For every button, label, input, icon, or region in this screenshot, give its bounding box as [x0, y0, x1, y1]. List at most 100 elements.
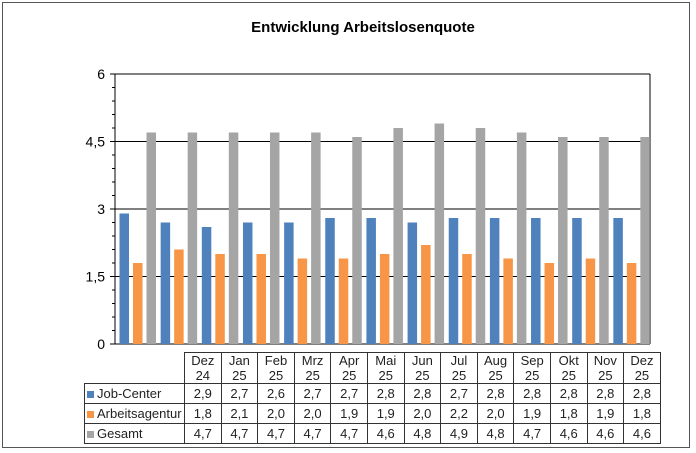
- category-label-part: 25: [561, 368, 576, 383]
- legend-label: Job-Center: [97, 386, 162, 401]
- legend-entry: Arbeitsagentur: [84, 403, 185, 424]
- data-cell: 4,7: [220, 423, 259, 444]
- bar-arbeitsagentur: [544, 263, 555, 344]
- bar-job-center: [407, 222, 418, 344]
- data-cell: 2,0: [403, 403, 442, 424]
- data-cell: 2,8: [549, 383, 588, 404]
- data-cell: 4,9: [440, 423, 478, 444]
- legend-entry: Gesamt: [84, 423, 185, 444]
- category-label-part: Mai: [375, 353, 397, 368]
- bar-arbeitsagentur: [297, 258, 308, 344]
- data-cell: 1,8: [184, 403, 222, 424]
- category-label: Dez 25: [623, 352, 661, 384]
- category-label-part: 25: [488, 368, 503, 383]
- bar-arbeitsagentur: [338, 258, 349, 344]
- category-label-part: 25: [341, 368, 357, 383]
- category-label-part: Dez: [191, 353, 215, 368]
- bar-arbeitsagentur: [215, 254, 225, 344]
- data-cell: 2,0: [293, 403, 332, 424]
- chart-title: Entwicklung Arbeitslosenquote: [251, 19, 475, 36]
- data-cell: 2,8: [366, 383, 405, 404]
- data-cell: 4,8: [476, 423, 515, 444]
- category-label-part: 24: [195, 368, 211, 383]
- legend-swatch: [87, 411, 94, 418]
- category-label: Okt 25: [549, 352, 588, 384]
- bar-job-center: [572, 218, 582, 344]
- bar-job-center: [489, 218, 500, 344]
- bar-gesamt: [558, 137, 568, 344]
- category-label-part: 25: [415, 368, 430, 383]
- data-cell: 1,9: [513, 403, 551, 424]
- bar-arbeitsagentur: [626, 263, 637, 344]
- category-label-part: 25: [451, 368, 467, 383]
- data-cell: 1,8: [623, 403, 661, 424]
- category-label: Jun 25: [403, 352, 442, 384]
- bar-job-center: [366, 218, 376, 344]
- data-cell: 2,0: [257, 403, 295, 424]
- category-label-part: 25: [634, 368, 650, 383]
- category-label-part: 25: [305, 368, 320, 383]
- bar-job-center: [201, 227, 212, 344]
- y-tick-label: 1,5: [86, 269, 106, 285]
- category-label-part: 25: [378, 368, 393, 383]
- bar-gesamt: [640, 137, 650, 344]
- legend-label: Gesamt: [97, 426, 143, 441]
- data-cell: 4,6: [623, 423, 661, 444]
- blank-cell: [84, 352, 185, 384]
- category-label-part: Sep: [520, 353, 544, 368]
- data-cell: 4,7: [513, 423, 551, 444]
- bar-arbeitsagentur: [174, 249, 184, 344]
- bar-job-center: [325, 218, 335, 344]
- bar-gesamt: [599, 137, 609, 344]
- y-tick-label: 3: [97, 201, 105, 217]
- bar-gesamt: [269, 132, 280, 344]
- data-cell: 2,7: [440, 383, 478, 404]
- category-label-part: Dez: [630, 353, 654, 368]
- data-cell: 2,0: [476, 403, 515, 424]
- category-label: Dez 24: [184, 352, 222, 384]
- data-cell: 4,7: [330, 423, 368, 444]
- category-label: Jul 25: [440, 352, 478, 384]
- data-cell: 1,9: [330, 403, 368, 424]
- bar-job-center: [531, 218, 541, 344]
- data-cell: 2,9: [184, 383, 222, 404]
- bar-gesamt: [352, 137, 362, 344]
- category-label: Apr 25: [330, 352, 368, 384]
- data-cell: 4,7: [184, 423, 222, 444]
- category-label: Aug 25: [476, 352, 515, 384]
- category-label-part: 25: [524, 368, 540, 383]
- bar-job-center: [160, 222, 171, 344]
- legend-swatch: [87, 391, 94, 398]
- category-label-part: Feb: [264, 353, 288, 368]
- category-label-part: Jan: [228, 353, 250, 368]
- table-row: Arbeitsagentur 1,8 2,1 2,0 2,0 1,9 1,9 2,0 2,2 2,…: [84, 403, 661, 424]
- bar-arbeitsagentur: [133, 263, 143, 344]
- category-label-part: Okt: [558, 353, 579, 368]
- category-label-part: Mrz: [301, 353, 324, 368]
- data-cell: 2,8: [623, 383, 661, 404]
- category-label-part: Jun: [411, 353, 433, 368]
- data-cell: 1,8: [549, 403, 588, 424]
- legend-swatch: [87, 431, 94, 438]
- category-label: Sep 25: [513, 352, 551, 384]
- category-label: Jan 25: [220, 352, 259, 384]
- data-cell: 2,6: [257, 383, 295, 404]
- data-cell: 4,7: [257, 423, 295, 444]
- data-table: Dez 24 Jan 25 Feb 25 Mrz 25 Apr 25 Mai 25 Jun 25 Jul 25…: [84, 352, 661, 444]
- bar-gesamt: [516, 132, 527, 344]
- bar-gesamt: [393, 128, 403, 344]
- bar-gesamt: [146, 132, 156, 344]
- legend-entry: Job-Center: [84, 383, 185, 404]
- data-cell: 2,7: [330, 383, 368, 404]
- bar-arbeitsagentur: [585, 258, 596, 344]
- data-cell: 4,6: [366, 423, 405, 444]
- data-cell: 2,8: [403, 383, 442, 404]
- bar-arbeitsagentur: [462, 254, 472, 344]
- chart-frame: [2, 2, 690, 448]
- data-cell: 2,7: [293, 383, 332, 404]
- data-cell: 1,9: [366, 403, 405, 424]
- bar-gesamt: [434, 123, 445, 344]
- bar-arbeitsagentur: [503, 258, 513, 344]
- category-label: Nov 25: [586, 352, 625, 384]
